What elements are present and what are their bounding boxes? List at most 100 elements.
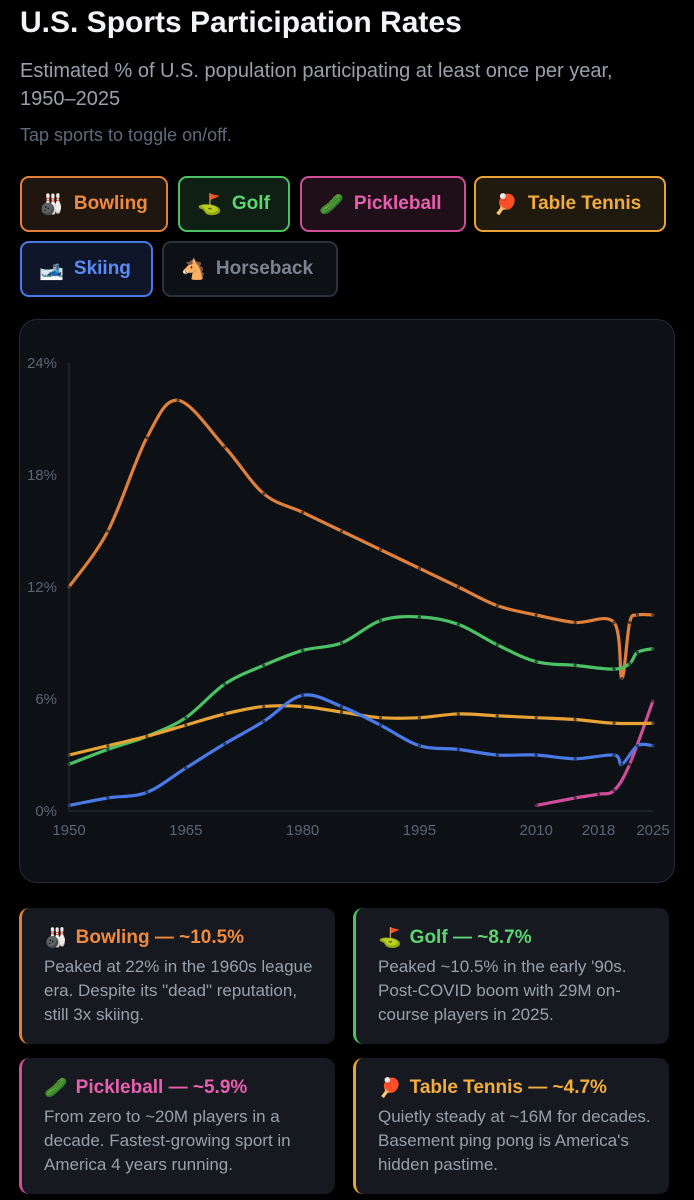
- data-point-skiing: [301, 693, 305, 697]
- data-point-table-tennis: [456, 712, 460, 716]
- data-point-table-tennis: [223, 712, 227, 716]
- toggle-label: Bowling: [73, 193, 148, 214]
- data-point-bowling: [145, 436, 149, 440]
- data-point-pickleball: [573, 796, 577, 800]
- data-point-skiing: [106, 796, 110, 800]
- data-point-table-tennis: [339, 710, 344, 714]
- data-point-bowling: [620, 676, 624, 681]
- pickle-icon: 🥒: [319, 192, 344, 216]
- data-point-golf: [301, 648, 305, 653]
- toggle-pickleball[interactable]: 🥒 Pickleball: [300, 176, 466, 232]
- series-line-bowling: [67, 398, 655, 681]
- data-point-bowling: [612, 620, 616, 625]
- page-subtitle: Estimated % of U.S. population participa…: [20, 60, 613, 110]
- data-point-pickleball: [628, 762, 632, 766]
- data-point-skiing: [573, 757, 577, 761]
- ping-pong-icon: 🏓: [493, 192, 518, 216]
- y-tick-label: 0%: [35, 803, 57, 820]
- page-title: U.S. Sports Participation Rates: [20, 6, 462, 39]
- data-point-bowling: [456, 585, 460, 589]
- data-point-skiing: [184, 766, 188, 770]
- x-tick-label: 1995: [403, 822, 436, 839]
- data-point-skiing: [651, 744, 655, 748]
- y-tick-label: 12%: [27, 579, 57, 596]
- y-tick-label: 24%: [27, 355, 57, 372]
- bowling-icon: 🎳: [39, 192, 64, 216]
- card-body: From zero to ~20M players in a decade. F…: [44, 1107, 291, 1174]
- toggle-label: Golf: [231, 193, 270, 214]
- data-point-golf: [223, 682, 227, 686]
- data-point-golf: [67, 762, 71, 766]
- data-point-table-tennis: [495, 714, 499, 718]
- data-point-bowling: [635, 613, 640, 617]
- ping-pong-icon: 🏓: [378, 1077, 402, 1099]
- data-point-table-tennis: [301, 704, 305, 709]
- skier-icon: 🎿: [39, 257, 64, 281]
- toggle-table-tennis[interactable]: 🏓 Table Tennis: [474, 176, 666, 232]
- data-point-skiing: [262, 719, 266, 723]
- data-point-golf: [635, 650, 640, 654]
- toggle-bowling[interactable]: 🎳 Bowling: [20, 176, 168, 232]
- golf-flag-icon: ⛳: [378, 927, 402, 949]
- pickle-icon: 🥒: [44, 1077, 68, 1099]
- stat-card-pickleball: 🥒 Pickleball — ~5.9% From zero to ~20M pl…: [19, 1058, 335, 1194]
- x-tick-label: 2025: [636, 822, 669, 839]
- x-tick-label: 1980: [286, 822, 319, 839]
- toggle-golf[interactable]: ⛳ Golf: [178, 176, 290, 232]
- toggle-label: Table Tennis: [527, 193, 642, 214]
- data-point-bowling: [301, 510, 305, 514]
- data-point-table-tennis: [612, 721, 616, 725]
- data-point-golf: [262, 663, 266, 667]
- data-point-golf: [378, 619, 383, 623]
- data-point-bowling: [573, 620, 577, 625]
- x-tick-label: 1965: [169, 822, 202, 839]
- data-point-golf: [573, 663, 577, 667]
- data-point-golf: [534, 660, 538, 664]
- card-heading: Bowling — ~10.5%: [75, 926, 245, 948]
- data-point-bowling: [176, 398, 180, 402]
- data-point-table-tennis: [651, 721, 655, 725]
- data-point-table-tennis: [534, 716, 538, 720]
- toggle-skiing[interactable]: 🎿 Skiing: [20, 241, 153, 297]
- data-point-table-tennis: [378, 716, 383, 720]
- data-point-golf: [339, 641, 344, 645]
- toggle-label: Skiing: [73, 258, 131, 279]
- data-point-skiing: [635, 744, 640, 748]
- data-point-table-tennis: [573, 717, 577, 722]
- x-tick-label: 1950: [52, 822, 85, 839]
- series-line-pickleball: [534, 699, 655, 807]
- data-point-bowling: [106, 529, 110, 533]
- data-point-bowling: [378, 548, 383, 552]
- horse-icon: 🐴: [181, 257, 206, 281]
- data-point-skiing: [620, 762, 624, 766]
- line-chart: 0% 6% 12% 18% 24% 1950 1965 1980 1995 2010 2018 202…: [27, 355, 670, 839]
- x-tick-label: 2010: [520, 822, 553, 839]
- chart-card: 0% 6% 12% 18% 24% 1950 1965 1980 1995 2010 2018 202…: [19, 319, 675, 883]
- data-point-bowling: [417, 566, 421, 570]
- golf-flag-icon: ⛳: [197, 192, 222, 216]
- data-point-golf: [628, 661, 632, 666]
- data-point-bowling: [223, 445, 227, 449]
- data-point-table-tennis: [145, 734, 149, 738]
- series-line-table-tennis: [67, 704, 655, 757]
- data-point-pickleball: [651, 699, 655, 703]
- data-point-bowling: [534, 613, 538, 617]
- data-point-pickleball: [612, 788, 616, 793]
- toggle-horseback[interactable]: 🐴 Horseback: [162, 241, 338, 297]
- data-point-skiing: [223, 742, 227, 746]
- data-point-table-tennis: [184, 723, 188, 727]
- toggle-label: Horseback: [215, 258, 314, 279]
- data-point-table-tennis: [67, 753, 71, 757]
- stat-card-golf: ⛳ Golf — ~8.7% Peaked ~10.5% in the early…: [353, 908, 669, 1044]
- data-point-skiing: [456, 747, 460, 751]
- data-point-bowling: [262, 492, 266, 496]
- data-point-golf: [106, 747, 110, 751]
- stat-card-table-tennis: 🏓 Table Tennis — ~4.7% Quietly steady at …: [353, 1058, 669, 1194]
- card-body: Peaked ~10.5% in the early '90s. Post-CO…: [378, 957, 627, 1024]
- data-point-golf: [495, 643, 499, 647]
- data-point-skiing: [612, 753, 616, 757]
- toggle-label: Pickleball: [353, 193, 442, 214]
- data-point-golf: [417, 615, 421, 619]
- data-point-skiing: [534, 753, 538, 757]
- data-point-bowling: [67, 585, 71, 589]
